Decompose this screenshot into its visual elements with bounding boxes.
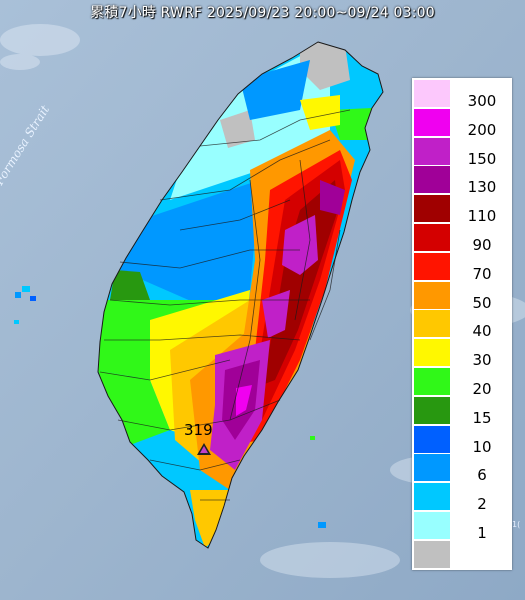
legend-swatch [414, 339, 450, 367]
legend-label: 30 [472, 351, 492, 370]
legend-label: 40 [472, 322, 492, 341]
legend-label: 200 [467, 120, 497, 139]
legend-swatch [414, 80, 450, 107]
legend-swatch [414, 540, 450, 568]
max-value-label: 319 [184, 421, 213, 439]
legend-swatch [414, 425, 450, 453]
legend-swatch [414, 281, 450, 309]
legend-label: 6 [477, 466, 487, 485]
legend-label: 130 [467, 178, 497, 197]
max-value-marker-icon [197, 443, 211, 455]
legend-swatch [414, 512, 450, 539]
legend-swatch [414, 108, 450, 136]
legend-swatch [414, 396, 450, 424]
legend-label: 300 [467, 92, 497, 110]
legend-swatch [414, 368, 450, 395]
legend-swatch [414, 224, 450, 251]
rainfall-field [98, 42, 372, 548]
coastline [97, 41, 384, 549]
legend-swatch [414, 195, 450, 223]
map-title: 累積7小時 RWRF 2025/09/23 20:00~09/24 03:00 [90, 5, 435, 21]
legend-label: 110 [467, 207, 497, 226]
offshore-echoes [14, 286, 326, 528]
legend-swatch [414, 166, 450, 194]
legend-label: 10 [472, 437, 492, 456]
legend-swatch [414, 454, 450, 482]
legend-swatch [414, 252, 450, 280]
legend-label: 1 [477, 524, 487, 542]
legend-swatch [414, 137, 450, 165]
legend-label: 90 [472, 236, 492, 254]
edge-label: 1( [512, 520, 521, 529]
legend-swatch [414, 310, 450, 338]
legend-label: 2 [477, 495, 487, 514]
legend-label: 70 [472, 264, 492, 283]
legend-label: 50 [472, 293, 492, 312]
legend-swatch [414, 483, 450, 511]
district-boundaries [99, 109, 351, 501]
legend-label: 20 [472, 380, 492, 398]
legend-label: 150 [467, 149, 497, 168]
color-legend: 300 200 150 130 110 90 70 50 40 30 20 15 10 6 2 1 [412, 78, 512, 570]
legend-label: 15 [472, 408, 492, 427]
